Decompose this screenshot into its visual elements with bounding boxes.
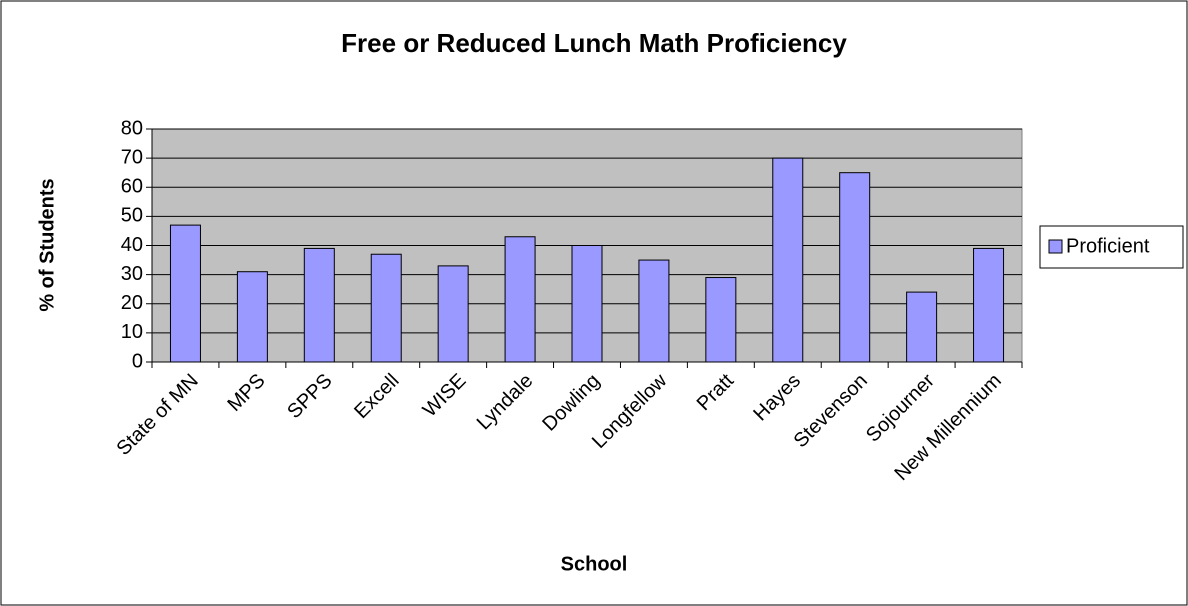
y-tick-label: 20 <box>121 292 143 314</box>
y-tick-label: 0 <box>132 350 143 372</box>
y-tick-label: 10 <box>121 321 143 343</box>
bar <box>906 291 938 363</box>
x-axis-label: School <box>561 553 628 575</box>
legend-label: Proficient <box>1066 235 1150 257</box>
bar <box>370 253 402 363</box>
y-tick-label: 60 <box>121 176 143 198</box>
bar <box>973 247 1005 363</box>
bar <box>169 224 201 363</box>
y-tick-label: 50 <box>121 205 143 227</box>
bar <box>437 265 469 363</box>
legend-swatch <box>1048 239 1063 254</box>
y-tick-label: 40 <box>121 234 143 256</box>
bar <box>705 277 737 363</box>
legend-box <box>1039 225 1184 269</box>
bar <box>839 172 871 363</box>
y-axis-label: % of Students <box>36 178 58 311</box>
bar <box>303 247 335 363</box>
bar <box>571 245 603 363</box>
y-tick-label: 30 <box>121 263 143 285</box>
y-tick-label: 70 <box>121 146 143 168</box>
bar <box>504 236 536 363</box>
bar <box>236 271 268 363</box>
bar <box>772 157 804 363</box>
y-tick-label: 80 <box>121 117 143 139</box>
chart-title: Free or Reduced Lunch Math Proficiency <box>341 28 847 58</box>
bar <box>638 259 670 363</box>
